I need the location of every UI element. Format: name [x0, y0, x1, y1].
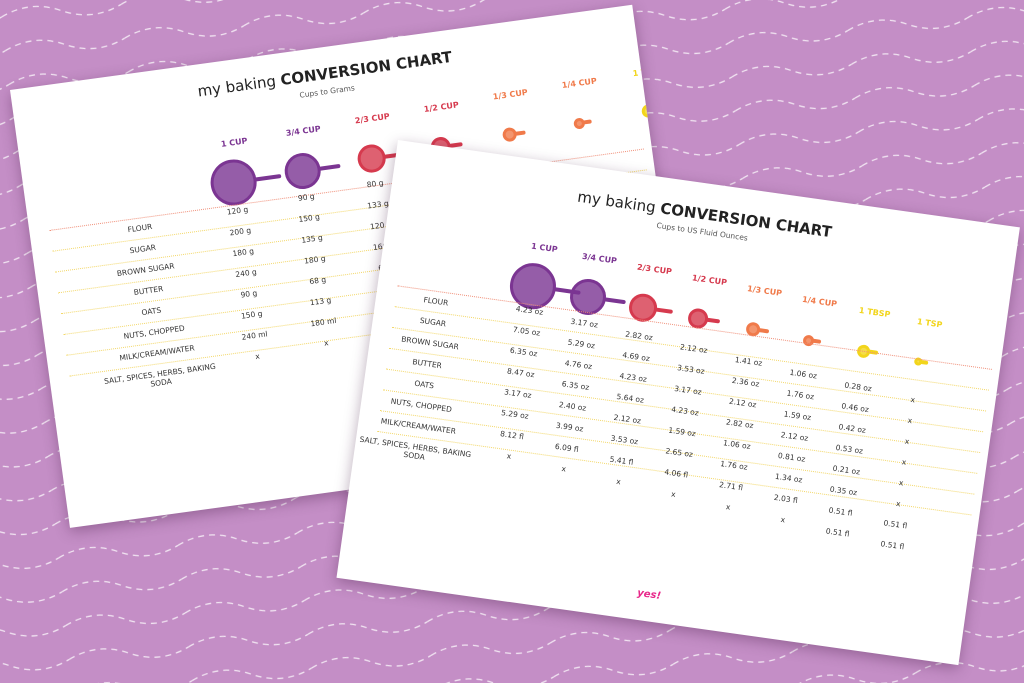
cup-header: 1/2 CUP — [691, 273, 728, 288]
cup-header: 3/4 CUP — [581, 251, 618, 266]
table-cell: 1.34 oz — [774, 471, 804, 485]
table-cell: x — [895, 498, 902, 509]
table-cell: 4.06 fl — [663, 467, 689, 480]
table-cell: x — [615, 476, 622, 487]
row-label: NUTS, CHOPPED — [123, 323, 186, 341]
cup-handle — [705, 317, 721, 324]
cup-header: 1/4 CUP — [561, 76, 598, 91]
row-label: SALT, SPICES, HERBS, BAKING SODA — [103, 361, 217, 389]
table-cell: 0.51 fl — [879, 539, 905, 552]
measuring-cup-icon — [355, 142, 388, 175]
table-cell: 90 g — [297, 191, 316, 203]
table-cell: x — [561, 464, 567, 474]
table-cell: 4.23 oz — [670, 404, 700, 418]
table-cell: x — [898, 478, 905, 488]
cup-header: 1/4 CUP — [801, 294, 838, 309]
table-cell: 68 g — [308, 274, 327, 287]
table-cell: 2.12 oz — [679, 342, 709, 356]
table-cell: x — [910, 394, 916, 405]
yes-logo: yes! — [636, 587, 662, 602]
table-cell: 0.51 fl — [825, 526, 851, 539]
table-cell: 1.76 oz — [786, 388, 815, 402]
table-cell: 1.59 oz — [783, 409, 812, 423]
table-cell: 4.23 oz — [618, 371, 648, 384]
table-cell: x — [901, 457, 907, 467]
table-cell: 0.81 oz — [777, 450, 806, 464]
table-cell: 2.12 oz — [780, 430, 809, 443]
table-cell: 3.17 oz — [673, 383, 703, 397]
cup-header: 1 CUP — [530, 241, 559, 255]
cup-header: 2/3 CUP — [354, 111, 391, 126]
table-cell: 150 g — [297, 212, 321, 225]
table-cell: 180 g — [303, 253, 327, 266]
cup-header: 2/3 CUP — [636, 262, 673, 277]
cup-header: 1/2 CUP — [423, 100, 460, 114]
measuring-cup-icon — [282, 150, 323, 191]
table-cell: 2.03 fl — [773, 492, 799, 506]
table-cell: x — [670, 489, 677, 500]
table-cell: 0.51 fl — [882, 518, 908, 531]
table-cell: x — [323, 338, 330, 348]
cup-header: 1/3 CUP — [492, 88, 529, 102]
table-cell: 3.53 oz — [676, 363, 706, 376]
cup-header: 3/4 CUP — [285, 123, 322, 138]
cup-header: 1 TBSP — [858, 305, 891, 320]
table-cell: 5.41 fl — [609, 454, 634, 467]
cup-header: 1/3 CUP — [746, 284, 783, 298]
table-cell: x — [780, 514, 786, 525]
cup-handle — [514, 130, 526, 137]
table-cell: 2.82 oz — [624, 329, 654, 343]
table-cell: 180 ml — [309, 315, 337, 329]
cup-handle — [654, 307, 674, 314]
cup-header: 1 TSP — [916, 317, 943, 330]
cups-to-fluid-ounces-sheet: my baking CONVERSION CHART Cups to US Fl… — [336, 140, 1020, 666]
table-cell: 0.51 fl — [828, 505, 853, 518]
cup-header: 1 CUP — [220, 136, 248, 149]
cup-handle — [581, 119, 592, 125]
measuring-cup-icon — [207, 156, 260, 209]
cup-handle — [603, 297, 626, 305]
table-cell: 113 g — [309, 295, 332, 308]
cup-handle — [757, 327, 770, 334]
table-cell: 4.69 oz — [621, 350, 651, 364]
table-cell: 2.65 oz — [664, 446, 694, 460]
table-cell: x — [904, 436, 910, 447]
cup-handle — [254, 174, 282, 182]
table-cell: x — [725, 502, 731, 512]
table-cell: 3.53 oz — [610, 433, 639, 447]
table-cell: 2.12 oz — [613, 412, 642, 426]
cup-handle — [318, 163, 341, 171]
table-cell: 135 g — [300, 232, 324, 245]
row-label: SALT, SPICES, HERBS, BAKING SODA — [359, 434, 472, 462]
table-cell: 1.59 oz — [667, 425, 697, 439]
table-cell: 1.06 oz — [789, 367, 818, 381]
table-cell: x — [907, 415, 913, 426]
table-cell: 5.64 oz — [616, 391, 645, 405]
